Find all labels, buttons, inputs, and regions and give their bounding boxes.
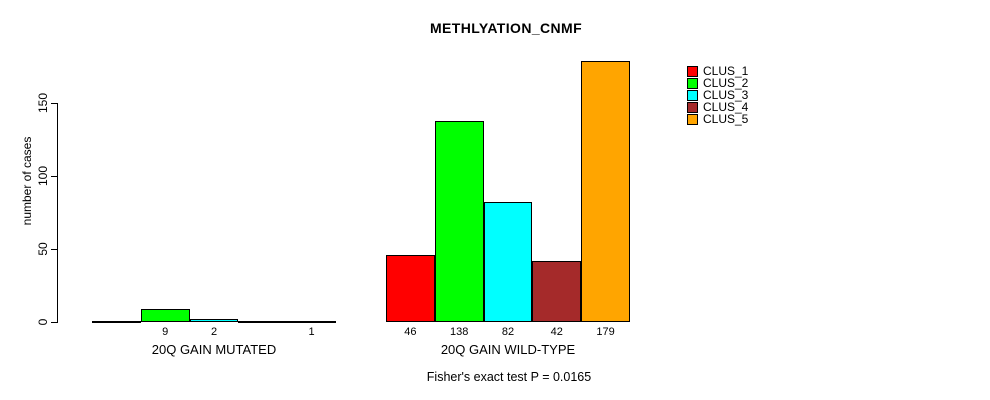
bar-clus_3-wild-type (483, 202, 533, 322)
legend-item-clus_4: CLUS_4 (687, 100, 749, 114)
bar-clus_3-mutated (189, 319, 239, 322)
bar-value-label: 42 (550, 326, 563, 338)
y-tick-mark (51, 103, 57, 104)
legend-item-clus_2: CLUS_2 (687, 76, 749, 90)
bar-clus_1-mutated (92, 321, 141, 323)
legend-label: CLUS_4 (703, 100, 749, 114)
legend-label: CLUS_2 (703, 76, 749, 90)
bar-clus_1-wild-type (386, 255, 435, 322)
x-group-label-mutated: 20Q GAIN MUTATED (151, 342, 277, 357)
fisher-test-annotation: Fisher's exact test P = 0.0165 (426, 370, 592, 384)
y-tick-mark (51, 322, 57, 323)
bar-value-label: 82 (501, 326, 515, 338)
bar-value-label: 9 (162, 326, 169, 338)
legend-label: CLUS_1 (703, 64, 749, 78)
bar-value-label: 46 (404, 326, 417, 338)
legend-swatch-icon (687, 66, 698, 77)
legend-item-clus_5: CLUS_5 (687, 112, 749, 126)
legend-label: CLUS_3 (703, 88, 749, 102)
chart-title: METHLYATION_CNMF (429, 20, 583, 36)
bar-clus_4-wild-type (532, 261, 582, 322)
legend-swatch-icon (687, 114, 698, 125)
y-tick-label: 0 (36, 318, 50, 326)
y-tick-mark (51, 176, 57, 177)
legend-item-clus_3: CLUS_3 (687, 88, 749, 102)
y-tick-label: 150 (36, 92, 50, 114)
legend-swatch-icon (687, 78, 698, 89)
y-axis-line (57, 103, 58, 323)
bar-value-label: 1 (308, 326, 315, 338)
legend-item-clus_1: CLUS_1 (687, 64, 749, 78)
y-axis-label: number of cases (20, 136, 34, 226)
legend: CLUS_1 CLUS_2 CLUS_3 CLUS_4 CLUS_5 (687, 64, 749, 126)
y-tick-mark (51, 249, 57, 250)
bar-value-label: 138 (450, 326, 469, 338)
y-tick-label: 100 (36, 165, 50, 187)
bar-value-label: 179 (596, 326, 615, 338)
bar-clus_4-mutated (238, 321, 288, 323)
legend-swatch-icon (687, 90, 698, 101)
legend-label: CLUS_5 (703, 112, 749, 126)
legend-swatch-icon (687, 102, 698, 113)
bar-clus_2-mutated (140, 309, 190, 322)
bar-clus_5-wild-type (581, 61, 630, 322)
y-tick-label: 50 (36, 242, 50, 256)
x-group-label-wild-type: 20Q GAIN WILD-TYPE (440, 342, 576, 357)
bar-clus_5-mutated (287, 321, 336, 323)
bar-clus_2-wild-type (434, 121, 484, 322)
bar-value-label: 2 (210, 326, 218, 338)
